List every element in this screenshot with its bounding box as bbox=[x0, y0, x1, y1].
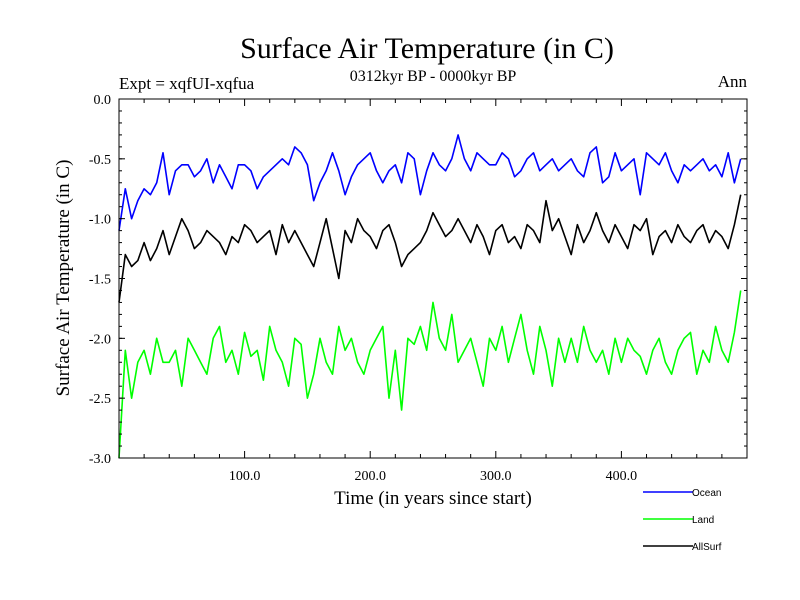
y-tick-label: -2.0 bbox=[89, 332, 111, 347]
legend-label-ocean: Ocean bbox=[692, 488, 721, 499]
y-axis-label: Surface Air Temperature (in C) bbox=[53, 160, 74, 397]
y-tick-label: -0.5 bbox=[89, 153, 111, 168]
y-tick-label: -1.5 bbox=[89, 273, 111, 288]
series-line-allsurf bbox=[118, 194, 742, 303]
y-tick-label: -2.5 bbox=[89, 392, 111, 407]
x-tick-label: 200.0 bbox=[354, 469, 386, 484]
plot-lines bbox=[118, 134, 742, 459]
x-axis-label: Time (in years since start) bbox=[334, 488, 532, 509]
y-axis: 0.0 -0.5 -1.0 -1.5 -2.0 -2.5 -3.0 bbox=[89, 93, 747, 467]
x-tick-label: 300.0 bbox=[480, 469, 512, 484]
expt-label: Expt = xqfUI-xqfua bbox=[119, 74, 255, 93]
legend: Ocean Land AllSurf bbox=[643, 488, 722, 553]
x-tick-label: 400.0 bbox=[606, 469, 638, 484]
series-line-ocean bbox=[118, 134, 742, 231]
series-line-land bbox=[118, 290, 742, 459]
y-tick-label: -1.0 bbox=[89, 213, 111, 228]
legend-label-allsurf: AllSurf bbox=[692, 542, 722, 553]
legend-label-land: Land bbox=[692, 515, 714, 526]
y-tick-label: -3.0 bbox=[89, 452, 111, 467]
y-tick-label: 0.0 bbox=[94, 93, 112, 108]
period-label: Ann bbox=[718, 72, 748, 91]
chart-title: Surface Air Temperature (in C) bbox=[240, 32, 614, 65]
x-tick-label: 100.0 bbox=[229, 469, 261, 484]
chart-subtitle: 0312kyr BP - 0000kyr BP bbox=[350, 68, 517, 85]
x-axis: 100.0 200.0 300.0 400.0 bbox=[143, 99, 723, 484]
